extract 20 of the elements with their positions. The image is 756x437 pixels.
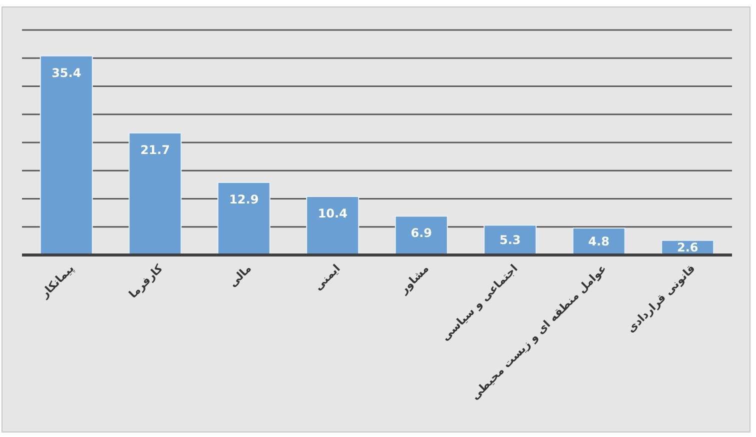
x-tick-label: مالی xyxy=(226,262,254,290)
data-label: 12.9 xyxy=(229,192,259,206)
x-tick-label: اجتماعی و سیاسی xyxy=(438,262,520,344)
x-tick-label: کارفرما xyxy=(126,262,166,301)
bar xyxy=(394,216,448,256)
bar xyxy=(128,132,182,256)
data-label: 6.9 xyxy=(410,226,432,240)
x-tick-label: قانونی قراردادی xyxy=(624,262,698,336)
data-label: 21.7 xyxy=(140,142,170,157)
bar xyxy=(306,196,360,256)
data-label: 10.4 xyxy=(318,206,348,220)
x-tick-label: مشاور xyxy=(396,262,432,297)
data-label: 35.4 xyxy=(52,66,82,80)
bar xyxy=(40,55,93,256)
bar xyxy=(217,182,270,256)
x-tick-label: ایمنی xyxy=(312,262,343,293)
data-label: 4.8 xyxy=(588,234,610,248)
x-tick-label: پیمانکار xyxy=(38,262,76,301)
data-label: 5.3 xyxy=(499,233,521,248)
data-label: 2.6 xyxy=(676,240,698,255)
